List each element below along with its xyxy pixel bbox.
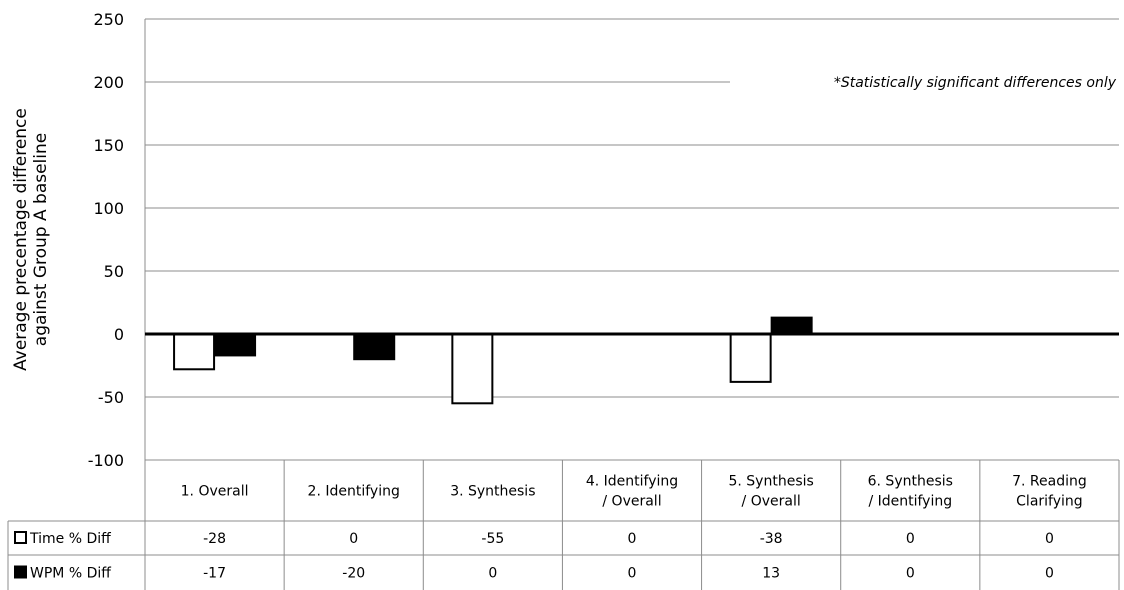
table-value: -20 (342, 566, 365, 582)
y-tick-label: 0 (114, 325, 124, 344)
table-value: 0 (1045, 531, 1054, 547)
table-value: -55 (481, 531, 504, 547)
table-value: 0 (349, 531, 358, 547)
category-label: / Overall (742, 494, 801, 510)
table-value: 0 (628, 531, 637, 547)
category-label: 5. Synthesis (728, 474, 813, 490)
table-value: -17 (203, 566, 226, 582)
category-label: 7. Reading (1012, 474, 1087, 490)
bar (729, 333, 772, 383)
table-value: -28 (203, 531, 226, 547)
category-label: 2. Identifying (308, 484, 400, 500)
category-label: Clarifying (1016, 494, 1083, 510)
table-value: 0 (906, 531, 915, 547)
bar (770, 316, 813, 335)
y-axis-label-line: against Group A baseline (31, 133, 51, 346)
bar (353, 333, 396, 361)
category-label: 4. Identifying (586, 474, 678, 490)
table-value: -38 (760, 531, 783, 547)
note-layer: *Statistically significant differences o… (834, 75, 1117, 91)
y-tick-label: 50 (104, 262, 124, 281)
category-label: 1. Overall (181, 484, 249, 500)
category-label: / Identifying (868, 494, 952, 510)
category-label: 3. Synthesis (450, 484, 535, 500)
y-tick-label: -50 (98, 388, 124, 407)
y-tick-labels: 250 200 150 100 50 0 -50 -100 (88, 10, 124, 470)
table-value: 0 (628, 566, 637, 582)
bar-layer (145, 316, 1119, 405)
bar (173, 333, 216, 371)
table-value: 0 (1045, 566, 1054, 582)
legend-entry: WPM % Diff (30, 566, 111, 582)
legend-entry: Time % Diff (29, 531, 111, 547)
table-value: 0 (906, 566, 915, 582)
y-tick-label: 100 (93, 199, 124, 218)
y-tick-label: -100 (88, 451, 124, 470)
y-axis-label: Average precentage difference against Gro… (11, 108, 51, 371)
significance-note: *Statistically significant differences o… (834, 75, 1117, 91)
table-value: 13 (762, 566, 780, 582)
y-axis-label-line: Average precentage difference (11, 108, 31, 371)
y-tick-label: 150 (93, 136, 124, 155)
y-tick-label: 250 (93, 10, 124, 29)
category-label: 6. Synthesis (868, 474, 953, 490)
table-value: 0 (488, 566, 497, 582)
legend-key (14, 531, 27, 544)
bar (451, 333, 494, 405)
data-table: 1. Overall 2. Identifying 3. Synthesis 4. I… (7, 459, 1120, 590)
bar (214, 333, 257, 357)
category-label: / Overall (602, 494, 661, 510)
legend-key (14, 565, 27, 579)
y-tick-label: 200 (93, 73, 124, 92)
